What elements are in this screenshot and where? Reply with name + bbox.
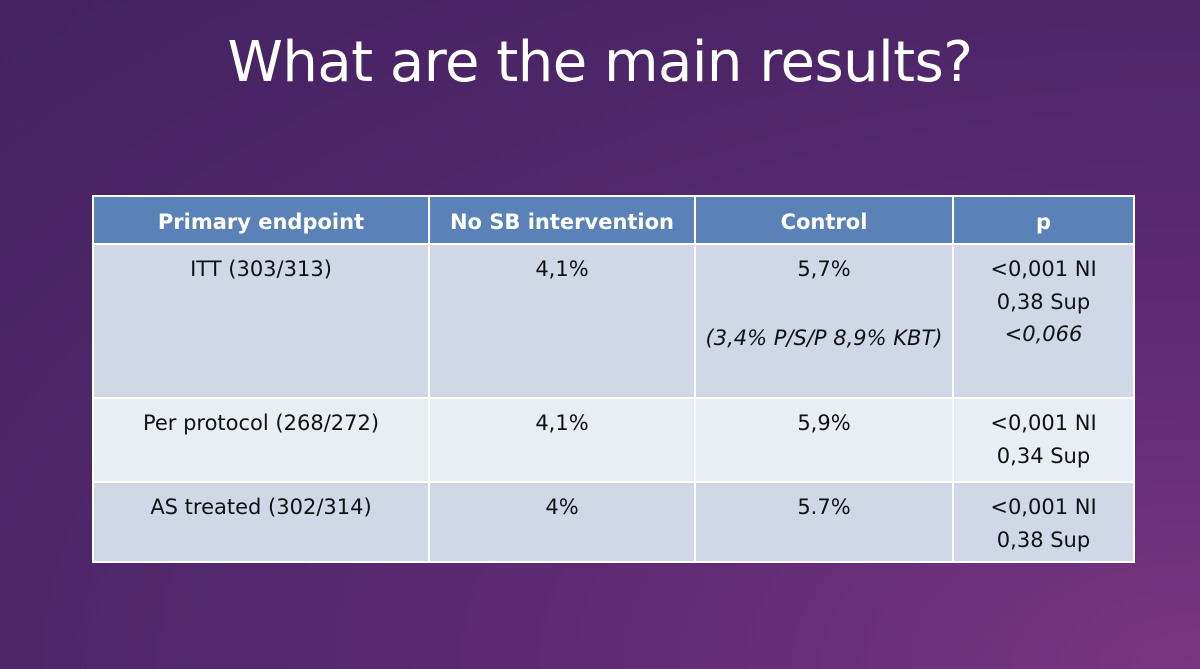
- p-value-ni: <0,001 NI: [990, 411, 1097, 435]
- cell-no-sb: 4,1%: [428, 397, 696, 483]
- header-control: Control: [694, 195, 954, 245]
- p-value-sup: 0,38 Sup: [996, 289, 1091, 314]
- table-row-as-treated: AS treated (302/314) 4% 5.7% <0,001 NI 0…: [92, 481, 1135, 563]
- cell-endpoint: ITT (303/313): [92, 243, 430, 399]
- cell-control: 5.7%: [694, 481, 954, 563]
- cell-control: 5,7% (3,4% P/S/P 8,9% KBT): [694, 243, 954, 399]
- control-note: (3,4% P/S/P 8,9% KBT): [705, 325, 943, 350]
- table-header-row: Primary endpoint No SB intervention Cont…: [92, 195, 1135, 245]
- header-no-sb-intervention: No SB intervention: [428, 195, 696, 245]
- p-value-extra: <0,066: [1004, 322, 1083, 347]
- cell-endpoint: AS treated (302/314): [92, 481, 430, 563]
- cell-p: <0,001 NI 0,34 Sup: [952, 397, 1135, 483]
- results-table: Primary endpoint No SB intervention Cont…: [92, 195, 1135, 563]
- cell-p: <0,001 NI 0,38 Sup: [952, 481, 1135, 563]
- cell-endpoint: Per protocol (268/272): [92, 397, 430, 483]
- p-value-ni: <0,001 NI: [990, 495, 1097, 519]
- table-row-per-protocol: Per protocol (268/272) 4,1% 5,9% <0,001 …: [92, 397, 1135, 483]
- slide-title: What are the main results?: [227, 30, 973, 95]
- cell-no-sb: 4,1%: [428, 243, 696, 399]
- header-primary-endpoint: Primary endpoint: [92, 195, 430, 245]
- cell-no-sb: 4%: [428, 481, 696, 563]
- table-row-itt: ITT (303/313) 4,1% 5,7% (3,4% P/S/P 8,9%…: [92, 243, 1135, 399]
- p-value-sup: 0,34 Sup: [996, 443, 1091, 468]
- control-value: 5,7%: [797, 257, 851, 281]
- p-value-ni: <0,001 NI: [990, 257, 1097, 281]
- cell-control: 5,9%: [694, 397, 954, 483]
- cell-p: <0,001 NI 0,38 Sup <0,066: [952, 243, 1135, 399]
- header-p: p: [952, 195, 1135, 245]
- p-value-sup: 0,38 Sup: [996, 527, 1091, 552]
